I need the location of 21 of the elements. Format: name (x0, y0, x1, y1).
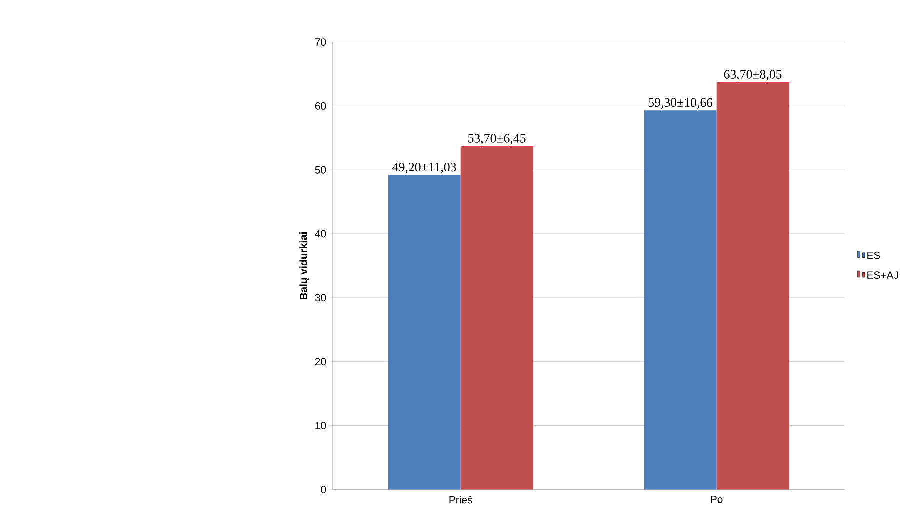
y-tick-label: 50 (315, 166, 326, 174)
legend-label: ES (868, 252, 880, 260)
data-label: 59,30±10,66 (648, 98, 713, 109)
data-label: 53,70±6,45 (468, 134, 526, 145)
y-tick-label: 60 (315, 102, 326, 110)
y-tick-label: 10 (316, 422, 326, 430)
y-tick-label: 20 (315, 358, 326, 366)
bar (460, 146, 534, 490)
data-label: 63,70±8,05 (724, 70, 782, 81)
y-tick-label: 30 (315, 294, 326, 302)
bar (716, 82, 790, 490)
legend-label: ES+AJ (868, 272, 898, 279)
bar (388, 175, 461, 490)
y-axis-title: Balų vidurkiai (300, 232, 310, 300)
x-tick-label: Prieš (450, 496, 472, 504)
y-tick-label: 40 (315, 230, 326, 238)
data-label: 49,20±11,03 (392, 162, 456, 174)
y-tick-label: 70 (315, 38, 326, 46)
bar (644, 110, 717, 490)
y-tick-label: 0 (321, 486, 326, 494)
x-tick-label: Po (711, 496, 723, 504)
